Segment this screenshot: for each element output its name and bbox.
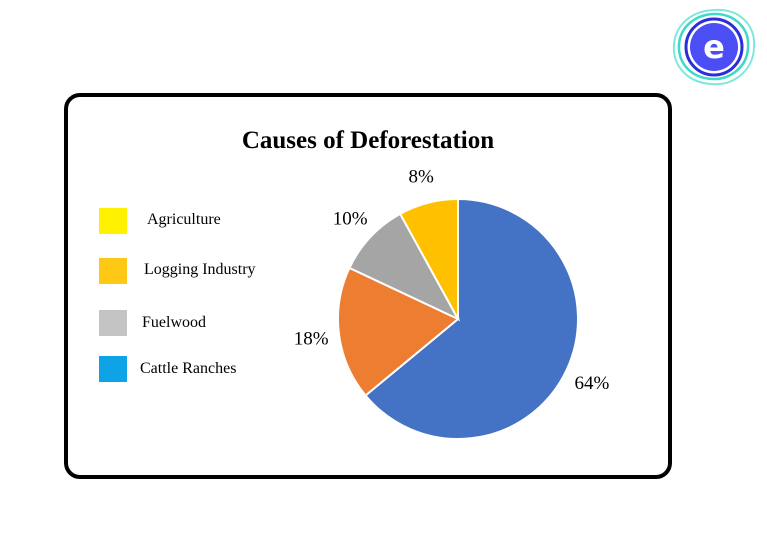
legend-swatch bbox=[99, 310, 127, 336]
logo-letter: e bbox=[703, 28, 725, 66]
legend-label: Fuelwood bbox=[142, 314, 206, 331]
legend-label: Agriculture bbox=[147, 211, 221, 228]
pie-slice bbox=[348, 212, 461, 322]
pie-slice bbox=[364, 197, 579, 440]
slice-percent-label: 8% bbox=[409, 167, 435, 188]
slice-percent-label: 10% bbox=[333, 209, 368, 230]
legend-swatch bbox=[99, 356, 127, 382]
legend-label: Cattle Ranches bbox=[140, 360, 237, 377]
brand-logo: e bbox=[668, 4, 760, 90]
slice-percent-label: 64% bbox=[575, 373, 610, 394]
legend-swatch bbox=[99, 258, 127, 284]
legend-label: Logging Industry bbox=[144, 261, 256, 278]
pie-slice bbox=[398, 197, 459, 320]
legend-swatch bbox=[99, 208, 127, 234]
pie-slice bbox=[337, 266, 460, 397]
chart-title: Causes of Deforestation bbox=[241, 127, 495, 154]
slice-percent-label: 18% bbox=[294, 329, 329, 350]
e-logo-icon: e bbox=[672, 8, 756, 86]
